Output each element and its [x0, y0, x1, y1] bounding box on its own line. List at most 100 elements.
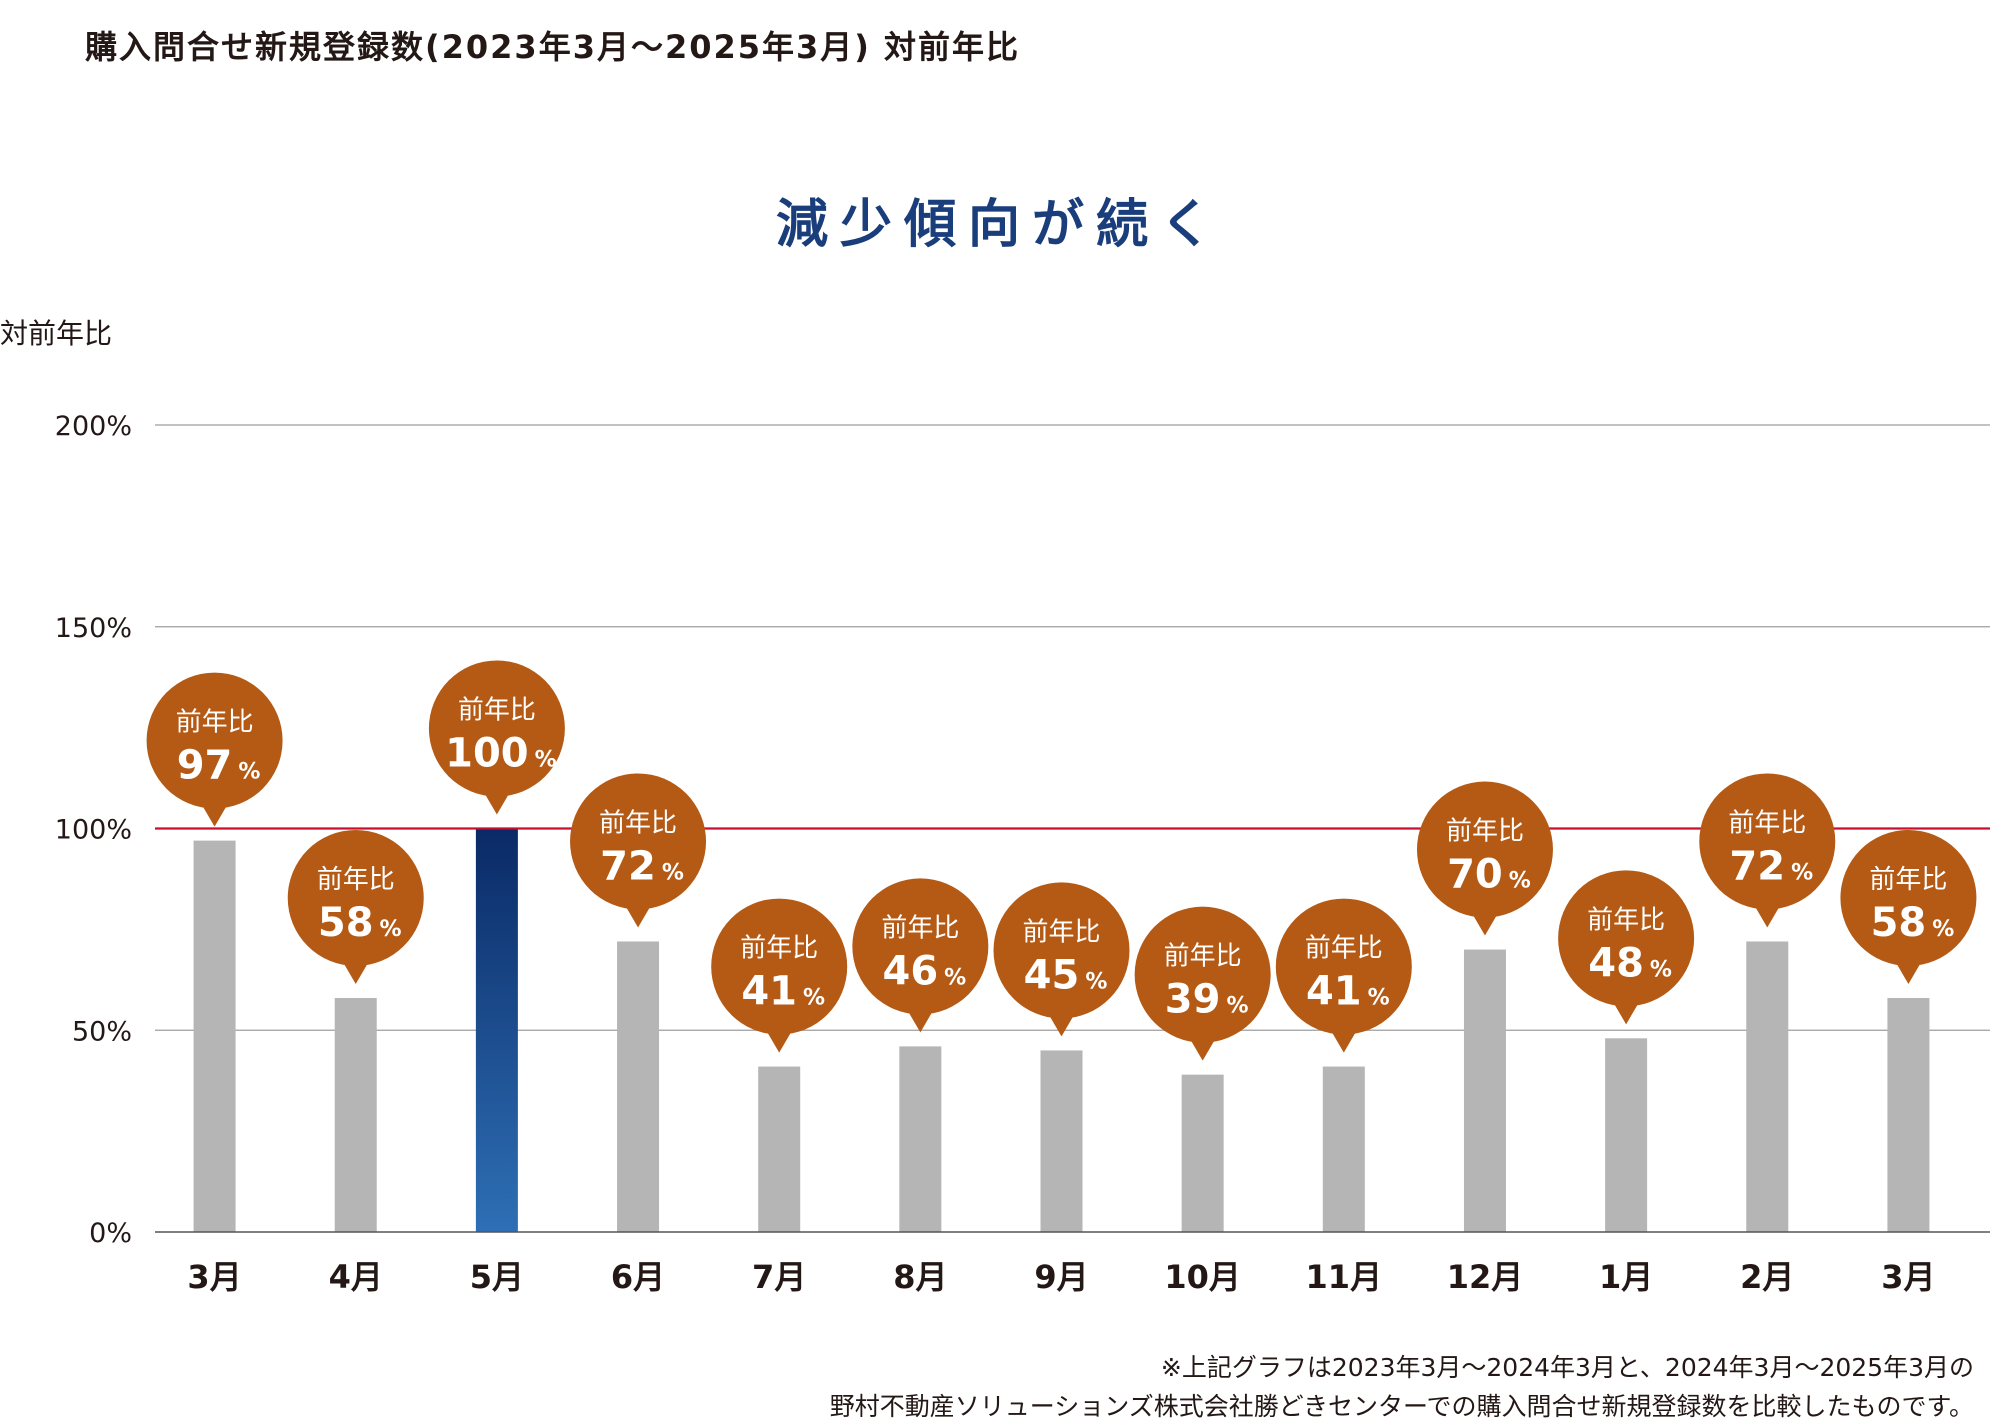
value-bubble: 前年比 97%: [146, 672, 283, 827]
bubble-circle: [1275, 898, 1412, 1035]
bubble-circle: [1840, 829, 1977, 966]
bubble-value-number: 39: [1165, 977, 1221, 1023]
value-bubble: 前年比 45%: [993, 882, 1130, 1037]
x-tick-label: 5月: [470, 1258, 524, 1296]
bubble-value: 39%: [1165, 977, 1249, 1023]
bubble-value-unit: %: [1932, 917, 1954, 942]
bubble-value-unit: %: [1509, 869, 1531, 894]
y-tick-label: 100%: [55, 815, 132, 846]
bubble-value: 41%: [1306, 969, 1390, 1015]
bubble-pointer: [1188, 1036, 1217, 1061]
bubble-circle: [1699, 773, 1836, 910]
footnote-line-2: 野村不動産ソリューションズ株式会社勝どきセンターでの購入問合せ新規登録数を比較し…: [829, 1392, 1974, 1421]
bar: [1746, 941, 1789, 1232]
value-bubble: 前年比 58%: [1840, 829, 1977, 984]
bubble-label: 前年比: [458, 696, 536, 726]
bubble-pointer: [1470, 911, 1499, 936]
bubble-value-unit: %: [944, 965, 966, 990]
bubble-value-unit: %: [803, 986, 825, 1011]
bubble-circle: [570, 773, 707, 910]
bubble-label: 前年比: [1869, 865, 1947, 895]
bar: [899, 1046, 942, 1232]
bar: [1040, 1050, 1083, 1232]
bubble-value-number: 48: [1588, 940, 1644, 986]
y-tick-label: 0%: [89, 1218, 132, 1249]
footnote-line-1: ※上記グラフは2023年3月～2024年3月と、2024年3月～2025年3月の: [1160, 1353, 1974, 1382]
value-bubble: 前年比 48%: [1558, 870, 1695, 1025]
bubble-value-unit: %: [535, 748, 557, 773]
bubble-value: 97%: [177, 743, 261, 789]
y-axis-title: 対前年比: [0, 317, 113, 350]
bubble-circle: [1558, 870, 1695, 1007]
bubble-value-unit: %: [1226, 994, 1248, 1019]
bubble-value-unit: %: [238, 760, 260, 785]
value-bubble: 前年比 72%: [1699, 773, 1836, 928]
bubble-label: 前年比: [1446, 817, 1524, 847]
x-tick-label: 3月: [187, 1258, 241, 1296]
bubble-value-number: 70: [1447, 852, 1503, 898]
bar: [1181, 1074, 1224, 1232]
bubble-circle: [428, 660, 565, 797]
bar: [1605, 1038, 1648, 1232]
value-bubble: 前年比 58%: [287, 829, 424, 984]
x-tick-label: 3月: [1881, 1258, 1935, 1296]
bubble-label: 前年比: [1587, 905, 1665, 935]
bubble-pointer: [1894, 959, 1923, 984]
bubble-value: 48%: [1588, 940, 1672, 986]
bubble-value-unit: %: [1085, 969, 1107, 994]
bubble-label: 前年比: [317, 865, 395, 895]
x-tick-label: 4月: [329, 1258, 383, 1296]
bubble-label: 前年比: [740, 934, 818, 964]
bubble-circle: [1416, 781, 1553, 918]
bubble-value: 45%: [1024, 952, 1108, 998]
headline: 減少傾向が続く: [775, 195, 1224, 255]
bubble-pointer: [765, 1028, 794, 1053]
bubble-value-number: 97: [177, 743, 233, 789]
bubble-value-number: 45: [1024, 952, 1080, 998]
bar: [758, 1066, 801, 1232]
value-bubble: 前年比 41%: [1275, 898, 1412, 1053]
bubble-pointer: [482, 790, 511, 815]
bubble-value: 58%: [318, 900, 402, 946]
bubble-value-number: 41: [1306, 969, 1362, 1015]
bubble-label: 前年比: [1728, 808, 1806, 838]
bar-highlight: [475, 828, 518, 1232]
bubble-value-unit: %: [662, 860, 684, 885]
x-tick-label: 8月: [893, 1258, 947, 1296]
value-bubble: 前年比 70%: [1416, 781, 1553, 936]
y-tick-label: 200%: [55, 411, 132, 442]
bubble-value-unit: %: [1650, 957, 1672, 982]
value-bubble: 前年比 100%: [428, 660, 565, 815]
value-bubble: 前年比 46%: [852, 878, 989, 1033]
bubble-label: 前年比: [599, 808, 677, 838]
x-tick-label: 6月: [611, 1258, 665, 1296]
bubble-value-unit: %: [1791, 860, 1813, 885]
bar-chart: 0% 50% 100% 150% 200% 3月 4月 5月 6月 7月 8月 9月 10月 11月 12月…: [55, 411, 1990, 1296]
bubble-pointer: [1329, 1028, 1358, 1053]
bubble-value-number: 72: [600, 843, 656, 889]
x-tick-label: 1月: [1599, 1258, 1653, 1296]
bar: [1887, 997, 1930, 1232]
y-tick-label: 50%: [72, 1016, 132, 1047]
bubble-pointer: [1753, 903, 1782, 928]
bar: [1463, 949, 1506, 1232]
bubble-value: 100%: [445, 731, 557, 777]
bubble-circle: [993, 882, 1130, 1019]
bubble-pointer: [1047, 1012, 1076, 1037]
bar: [617, 941, 660, 1232]
bar: [193, 840, 236, 1232]
bubble-pointer: [624, 903, 653, 928]
x-tick-label: 7月: [752, 1258, 806, 1296]
bars: [193, 828, 1930, 1232]
bubble-label: 前年比: [1305, 934, 1383, 964]
bubble-value: 46%: [882, 948, 966, 994]
bubble-label: 前年比: [1164, 942, 1242, 972]
bubble-circle: [287, 829, 424, 966]
bubble-value: 72%: [1729, 843, 1813, 889]
gridlines: [155, 424, 1990, 1031]
axes: 0% 50% 100% 150% 200% 3月 4月 5月 6月 7月 8月 9月 10月 11月 12月…: [55, 411, 1990, 1296]
bubble-value-unit: %: [1368, 986, 1390, 1011]
bubble-value-number: 46: [882, 948, 938, 994]
bubble-value-number: 72: [1729, 843, 1785, 889]
